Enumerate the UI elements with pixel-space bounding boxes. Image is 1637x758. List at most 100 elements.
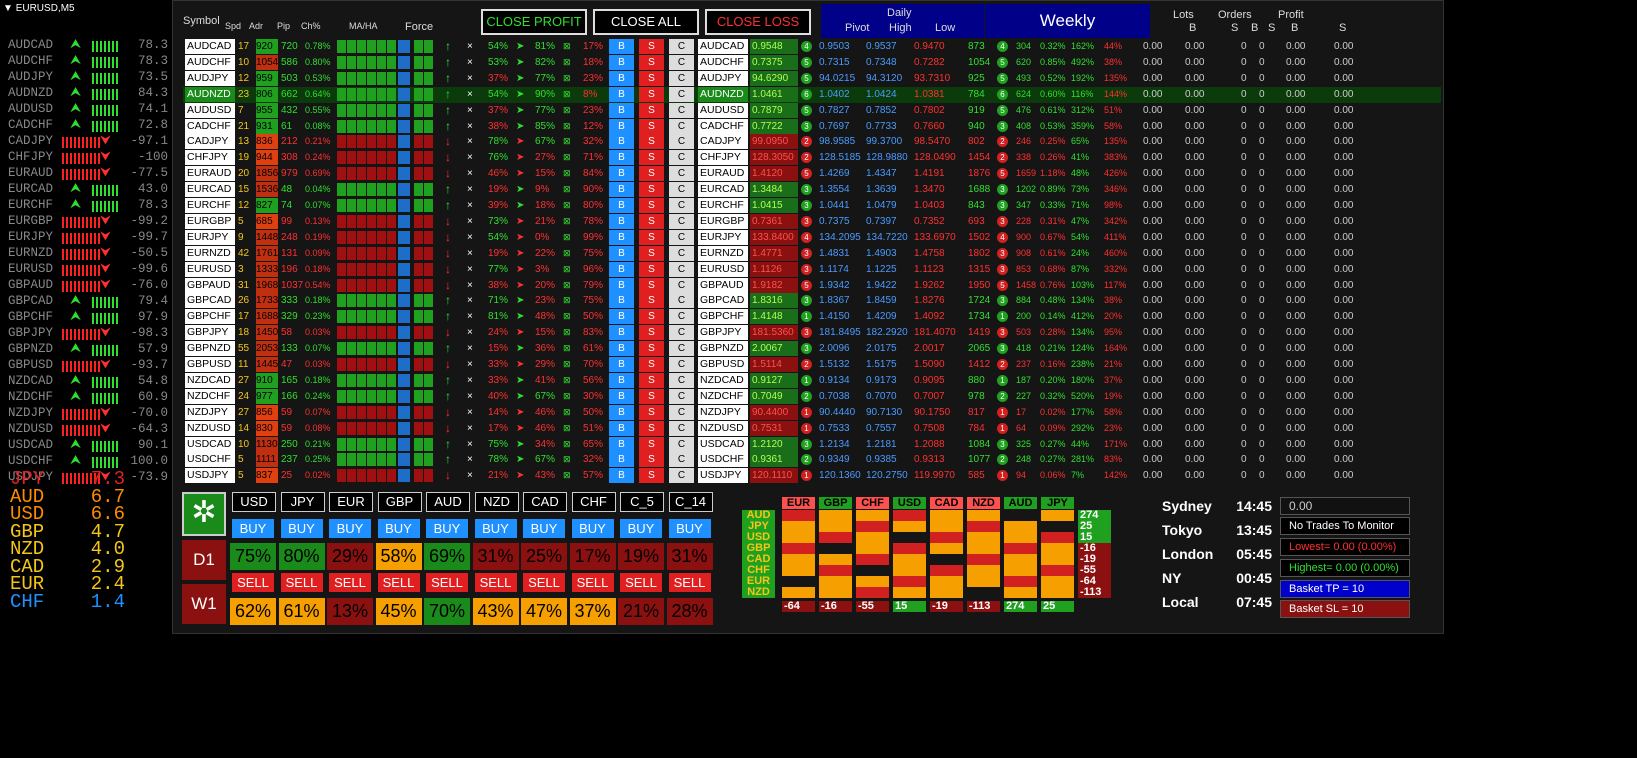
sell-button[interactable]: S [639,372,664,388]
close-button[interactable]: C [669,102,694,118]
close-all-button[interactable]: CLOSE ALL [593,9,699,35]
symbol-cell[interactable]: GBPCAD [185,293,235,309]
buy-button[interactable]: B [609,468,634,484]
sell-button[interactable]: S [639,325,664,341]
symbol-cell[interactable]: AUDJPY [185,70,235,86]
close-button[interactable]: C [669,54,694,70]
currency-select-nzd[interactable]: NZD [474,492,519,512]
buy-basket-button[interactable]: BUY [280,519,323,538]
buy-button[interactable]: B [609,388,634,404]
sell-basket-button[interactable]: SELL [620,573,662,592]
close-button[interactable]: C [669,468,694,484]
close-button[interactable]: C [669,357,694,372]
symbol-cell[interactable]: EURCHF [185,198,235,213]
sell-button[interactable]: S [639,293,664,309]
symbol-cell[interactable]: EURAUD [185,166,235,182]
symbol-cell[interactable]: GBPAUD [185,277,235,293]
sell-basket-button[interactable]: SELL [571,573,614,592]
sell-button[interactable]: S [639,245,664,261]
buy-button[interactable]: B [609,198,634,213]
symbol-cell[interactable]: GBPUSD [185,357,235,372]
close-button[interactable]: C [669,70,694,86]
sell-button[interactable]: S [639,213,664,229]
sell-basket-button[interactable]: SELL [280,573,323,592]
buy-button[interactable]: B [609,150,634,166]
close-button[interactable]: C [669,388,694,404]
symbol-cell[interactable]: CHFJPY [185,150,235,166]
sell-button[interactable]: S [639,166,664,182]
buy-button[interactable]: B [609,372,634,388]
close-button[interactable]: C [669,261,694,277]
close-button[interactable]: C [669,452,694,468]
basket-tp-field[interactable]: Basket TP = 10 [1280,580,1410,598]
sell-button[interactable]: S [639,102,664,118]
symbol-cell[interactable]: EURCAD [185,182,235,198]
sell-button[interactable]: S [639,388,664,404]
buy-button[interactable]: B [609,182,634,198]
symbol-cell[interactable]: GBPNZD [185,341,235,357]
sell-button[interactable]: S [639,134,664,150]
close-button[interactable]: C [669,372,694,388]
sell-button[interactable]: S [639,436,664,452]
symbol-cell[interactable]: NZDCAD [185,372,235,388]
symbol-cell[interactable]: EURNZD [185,245,235,261]
buy-basket-button[interactable]: BUY [668,519,711,538]
buy-button[interactable]: B [609,420,634,436]
currency-select-eur[interactable]: EUR [329,492,373,512]
buy-button[interactable]: B [609,39,634,54]
symbol-cell[interactable]: USDCHF [185,452,235,468]
buy-basket-button[interactable]: BUY [620,519,662,538]
close-button[interactable]: C [669,325,694,341]
sell-button[interactable]: S [639,229,664,245]
buy-basket-button[interactable]: BUY [426,519,468,538]
close-button[interactable]: C [669,150,694,166]
close-button[interactable]: C [669,39,694,54]
symbol-cell[interactable]: EURGBP [185,213,235,229]
close-button[interactable]: C [669,420,694,436]
sell-button[interactable]: S [639,182,664,198]
symbol-cell[interactable]: AUDCHF [185,54,235,70]
sell-basket-button[interactable]: SELL [329,573,371,592]
close-button[interactable]: C [669,436,694,452]
close-button[interactable]: C [669,277,694,293]
symbol-cell[interactable]: CADJPY [185,134,235,150]
buy-button[interactable]: B [609,134,634,150]
sell-basket-button[interactable]: SELL [523,573,565,592]
buy-button[interactable]: B [609,452,634,468]
buy-button[interactable]: B [609,245,634,261]
buy-button[interactable]: B [609,309,634,325]
sell-button[interactable]: S [639,341,664,357]
symbol-cell[interactable]: NZDJPY [185,404,235,420]
sell-button[interactable]: S [639,420,664,436]
sell-button[interactable]: S [639,261,664,277]
close-button[interactable]: C [669,293,694,309]
sell-basket-button[interactable]: SELL [377,573,420,592]
close-button[interactable]: C [669,86,694,102]
symbol-cell[interactable]: AUDCAD [185,39,235,54]
sell-button[interactable]: S [639,150,664,166]
buy-button[interactable]: B [609,229,634,245]
buy-button[interactable]: B [609,166,634,182]
symbol-cell[interactable]: AUDNZD [185,86,235,102]
buy-basket-button[interactable]: BUY [523,519,565,538]
buy-button[interactable]: B [609,54,634,70]
symbol-cell[interactable]: GBPCHF [185,309,235,325]
symbol-cell[interactable]: CADCHF [185,118,235,134]
buy-button[interactable]: B [609,213,634,229]
close-button[interactable]: C [669,213,694,229]
buy-button[interactable]: B [609,341,634,357]
close-button[interactable]: C [669,134,694,150]
close-button[interactable]: C [669,309,694,325]
sell-button[interactable]: S [639,54,664,70]
symbol-cell[interactable]: GBPJPY [185,325,235,341]
buy-button[interactable]: B [609,325,634,341]
symbol-cell[interactable]: EURUSD [185,261,235,277]
sell-button[interactable]: S [639,357,664,372]
sell-basket-button[interactable]: SELL [232,573,274,592]
symbol-cell[interactable]: EURJPY [185,229,235,245]
sell-button[interactable]: S [639,70,664,86]
currency-select-usd[interactable]: USD [232,492,276,512]
close-button[interactable]: C [669,341,694,357]
sell-button[interactable]: S [639,198,664,213]
buy-basket-button[interactable]: BUY [329,519,371,538]
